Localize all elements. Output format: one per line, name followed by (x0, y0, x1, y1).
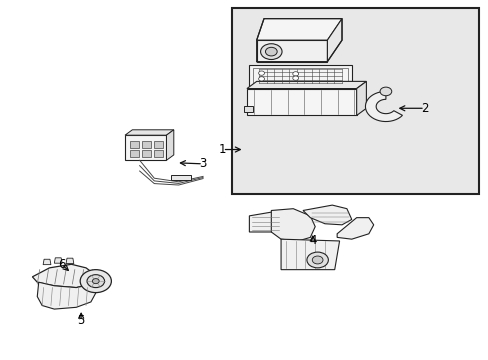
Circle shape (260, 44, 282, 59)
Polygon shape (37, 282, 96, 309)
Circle shape (265, 47, 277, 56)
Bar (130, 150, 139, 157)
Polygon shape (303, 205, 351, 225)
Polygon shape (246, 89, 356, 116)
Polygon shape (365, 91, 402, 122)
Text: 5: 5 (77, 314, 84, 327)
Polygon shape (125, 135, 166, 160)
Polygon shape (171, 175, 190, 180)
Text: 4: 4 (308, 234, 316, 247)
Text: 6: 6 (58, 258, 65, 271)
Circle shape (92, 279, 99, 284)
Polygon shape (166, 130, 173, 160)
Polygon shape (54, 258, 62, 263)
Bar (154, 150, 163, 157)
Circle shape (292, 72, 298, 76)
Bar (232, 8, 478, 194)
Bar (142, 150, 151, 157)
Polygon shape (327, 19, 341, 62)
Circle shape (312, 256, 323, 264)
Polygon shape (249, 65, 351, 87)
Polygon shape (281, 239, 339, 270)
Text: 2: 2 (420, 102, 428, 115)
Polygon shape (43, 259, 51, 265)
Circle shape (80, 270, 111, 293)
Polygon shape (125, 130, 173, 135)
Text: 3: 3 (199, 157, 206, 170)
Polygon shape (271, 209, 315, 241)
Bar (154, 141, 163, 148)
Polygon shape (246, 81, 366, 89)
Circle shape (87, 275, 104, 288)
Text: 1: 1 (218, 143, 226, 156)
Polygon shape (356, 81, 366, 116)
Circle shape (258, 77, 264, 81)
Circle shape (306, 252, 328, 268)
Polygon shape (66, 258, 74, 264)
Circle shape (379, 87, 391, 96)
Bar (130, 141, 139, 148)
Polygon shape (256, 19, 341, 40)
Polygon shape (244, 107, 252, 112)
Bar (142, 141, 151, 148)
Polygon shape (336, 218, 373, 239)
Polygon shape (32, 264, 96, 288)
Polygon shape (256, 40, 327, 62)
Circle shape (258, 71, 264, 75)
Polygon shape (249, 211, 281, 232)
Circle shape (292, 76, 298, 80)
